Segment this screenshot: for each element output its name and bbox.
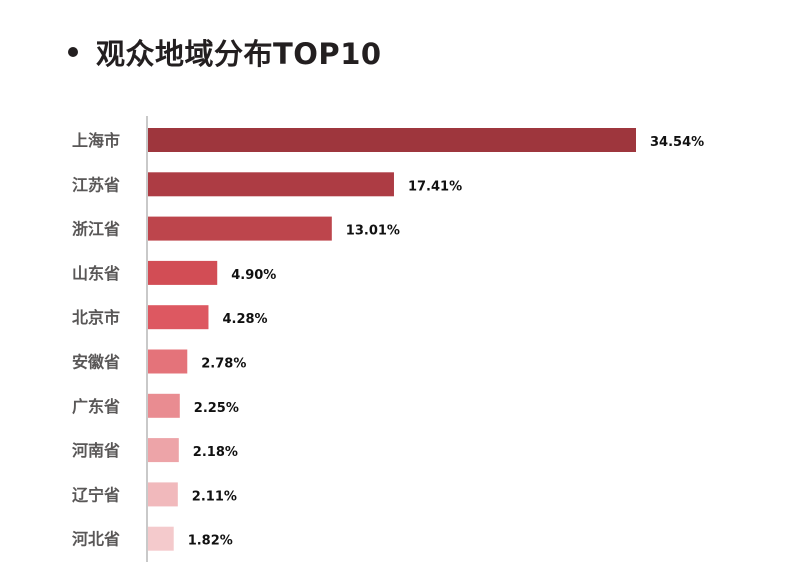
bar — [148, 349, 188, 374]
bar — [148, 260, 218, 285]
category-label: 上海市 — [72, 131, 120, 150]
data-label: 2.18% — [193, 445, 238, 460]
category-label: 北京市 — [72, 308, 120, 327]
title-bullet-icon — [68, 47, 78, 57]
data-label: 4.28% — [222, 312, 267, 327]
category-label: 山东省 — [72, 264, 120, 283]
category-label: 河南省 — [72, 441, 120, 460]
bar — [148, 482, 178, 507]
category-label: 浙江省 — [72, 220, 120, 239]
category-label: 辽宁省 — [72, 485, 120, 504]
data-label: 2.25% — [194, 401, 239, 416]
bar — [148, 438, 179, 463]
chart-title-row: 观众地域分布TOP10 — [68, 30, 382, 74]
bar — [148, 172, 394, 197]
data-label: 34.54% — [650, 135, 704, 150]
data-label: 17.41% — [408, 179, 462, 194]
category-label: 河北省 — [72, 530, 120, 549]
data-label: 4.90% — [231, 268, 276, 283]
bar — [148, 526, 174, 551]
category-label: 江苏省 — [72, 175, 120, 194]
bar — [148, 393, 180, 418]
bar — [148, 128, 636, 152]
bar — [148, 305, 209, 330]
data-label: 2.78% — [201, 357, 246, 372]
category-label: 广东省 — [72, 397, 120, 416]
chart-title: 观众地域分布TOP10 — [96, 37, 382, 71]
data-label: 2.11% — [192, 489, 237, 504]
data-label: 1.82% — [188, 534, 233, 549]
data-label: 13.01% — [346, 224, 400, 239]
category-label: 安徽省 — [72, 353, 120, 372]
bar — [148, 216, 332, 241]
